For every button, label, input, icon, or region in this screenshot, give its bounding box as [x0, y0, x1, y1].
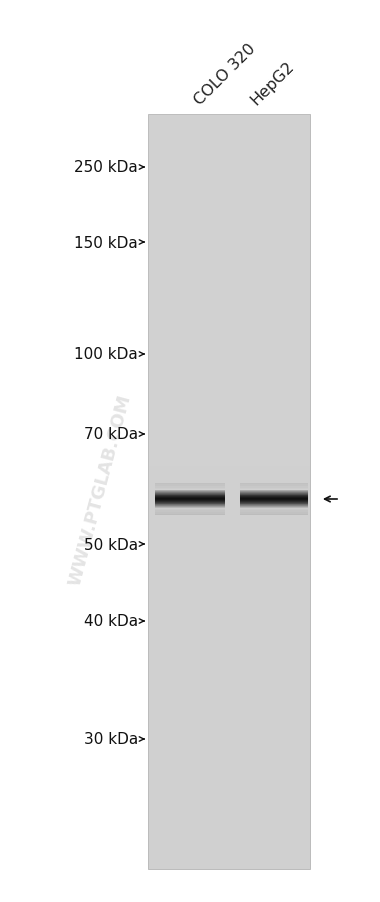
- Bar: [148, 366, 310, 417]
- Bar: [240, 509, 308, 511]
- Text: 30 kDa: 30 kDa: [84, 732, 138, 747]
- Bar: [148, 819, 310, 869]
- Bar: [240, 514, 308, 516]
- Bar: [148, 115, 310, 165]
- Text: 150 kDa: 150 kDa: [74, 235, 138, 250]
- Bar: [155, 508, 225, 509]
- Bar: [148, 316, 310, 366]
- Bar: [155, 512, 225, 514]
- Bar: [240, 488, 308, 490]
- Text: 250 kDa: 250 kDa: [74, 161, 138, 175]
- Text: 100 kDa: 100 kDa: [74, 347, 138, 362]
- Bar: [240, 486, 308, 488]
- Bar: [155, 488, 225, 490]
- Bar: [148, 417, 310, 467]
- Bar: [240, 512, 308, 514]
- Bar: [148, 115, 310, 869]
- Bar: [155, 483, 225, 485]
- Bar: [155, 511, 225, 512]
- Bar: [240, 483, 308, 485]
- Bar: [148, 667, 310, 718]
- Text: 50 kDa: 50 kDa: [84, 537, 138, 552]
- Bar: [155, 509, 225, 511]
- Text: 40 kDa: 40 kDa: [84, 614, 138, 629]
- Text: 70 kDa: 70 kDa: [84, 427, 138, 442]
- Bar: [155, 514, 225, 516]
- Bar: [155, 485, 225, 486]
- Bar: [240, 485, 308, 486]
- Bar: [240, 508, 308, 509]
- Bar: [148, 718, 310, 769]
- Bar: [148, 467, 310, 517]
- Bar: [148, 567, 310, 618]
- Bar: [240, 511, 308, 512]
- Bar: [148, 618, 310, 667]
- Text: COLO 320: COLO 320: [192, 41, 259, 108]
- Text: WWW.PTGLAB.COM: WWW.PTGLAB.COM: [66, 391, 134, 587]
- Bar: [148, 266, 310, 316]
- Bar: [155, 486, 225, 488]
- Text: HepG2: HepG2: [248, 59, 297, 108]
- Bar: [148, 769, 310, 819]
- Bar: [148, 517, 310, 567]
- Bar: [148, 165, 310, 216]
- Bar: [148, 216, 310, 266]
